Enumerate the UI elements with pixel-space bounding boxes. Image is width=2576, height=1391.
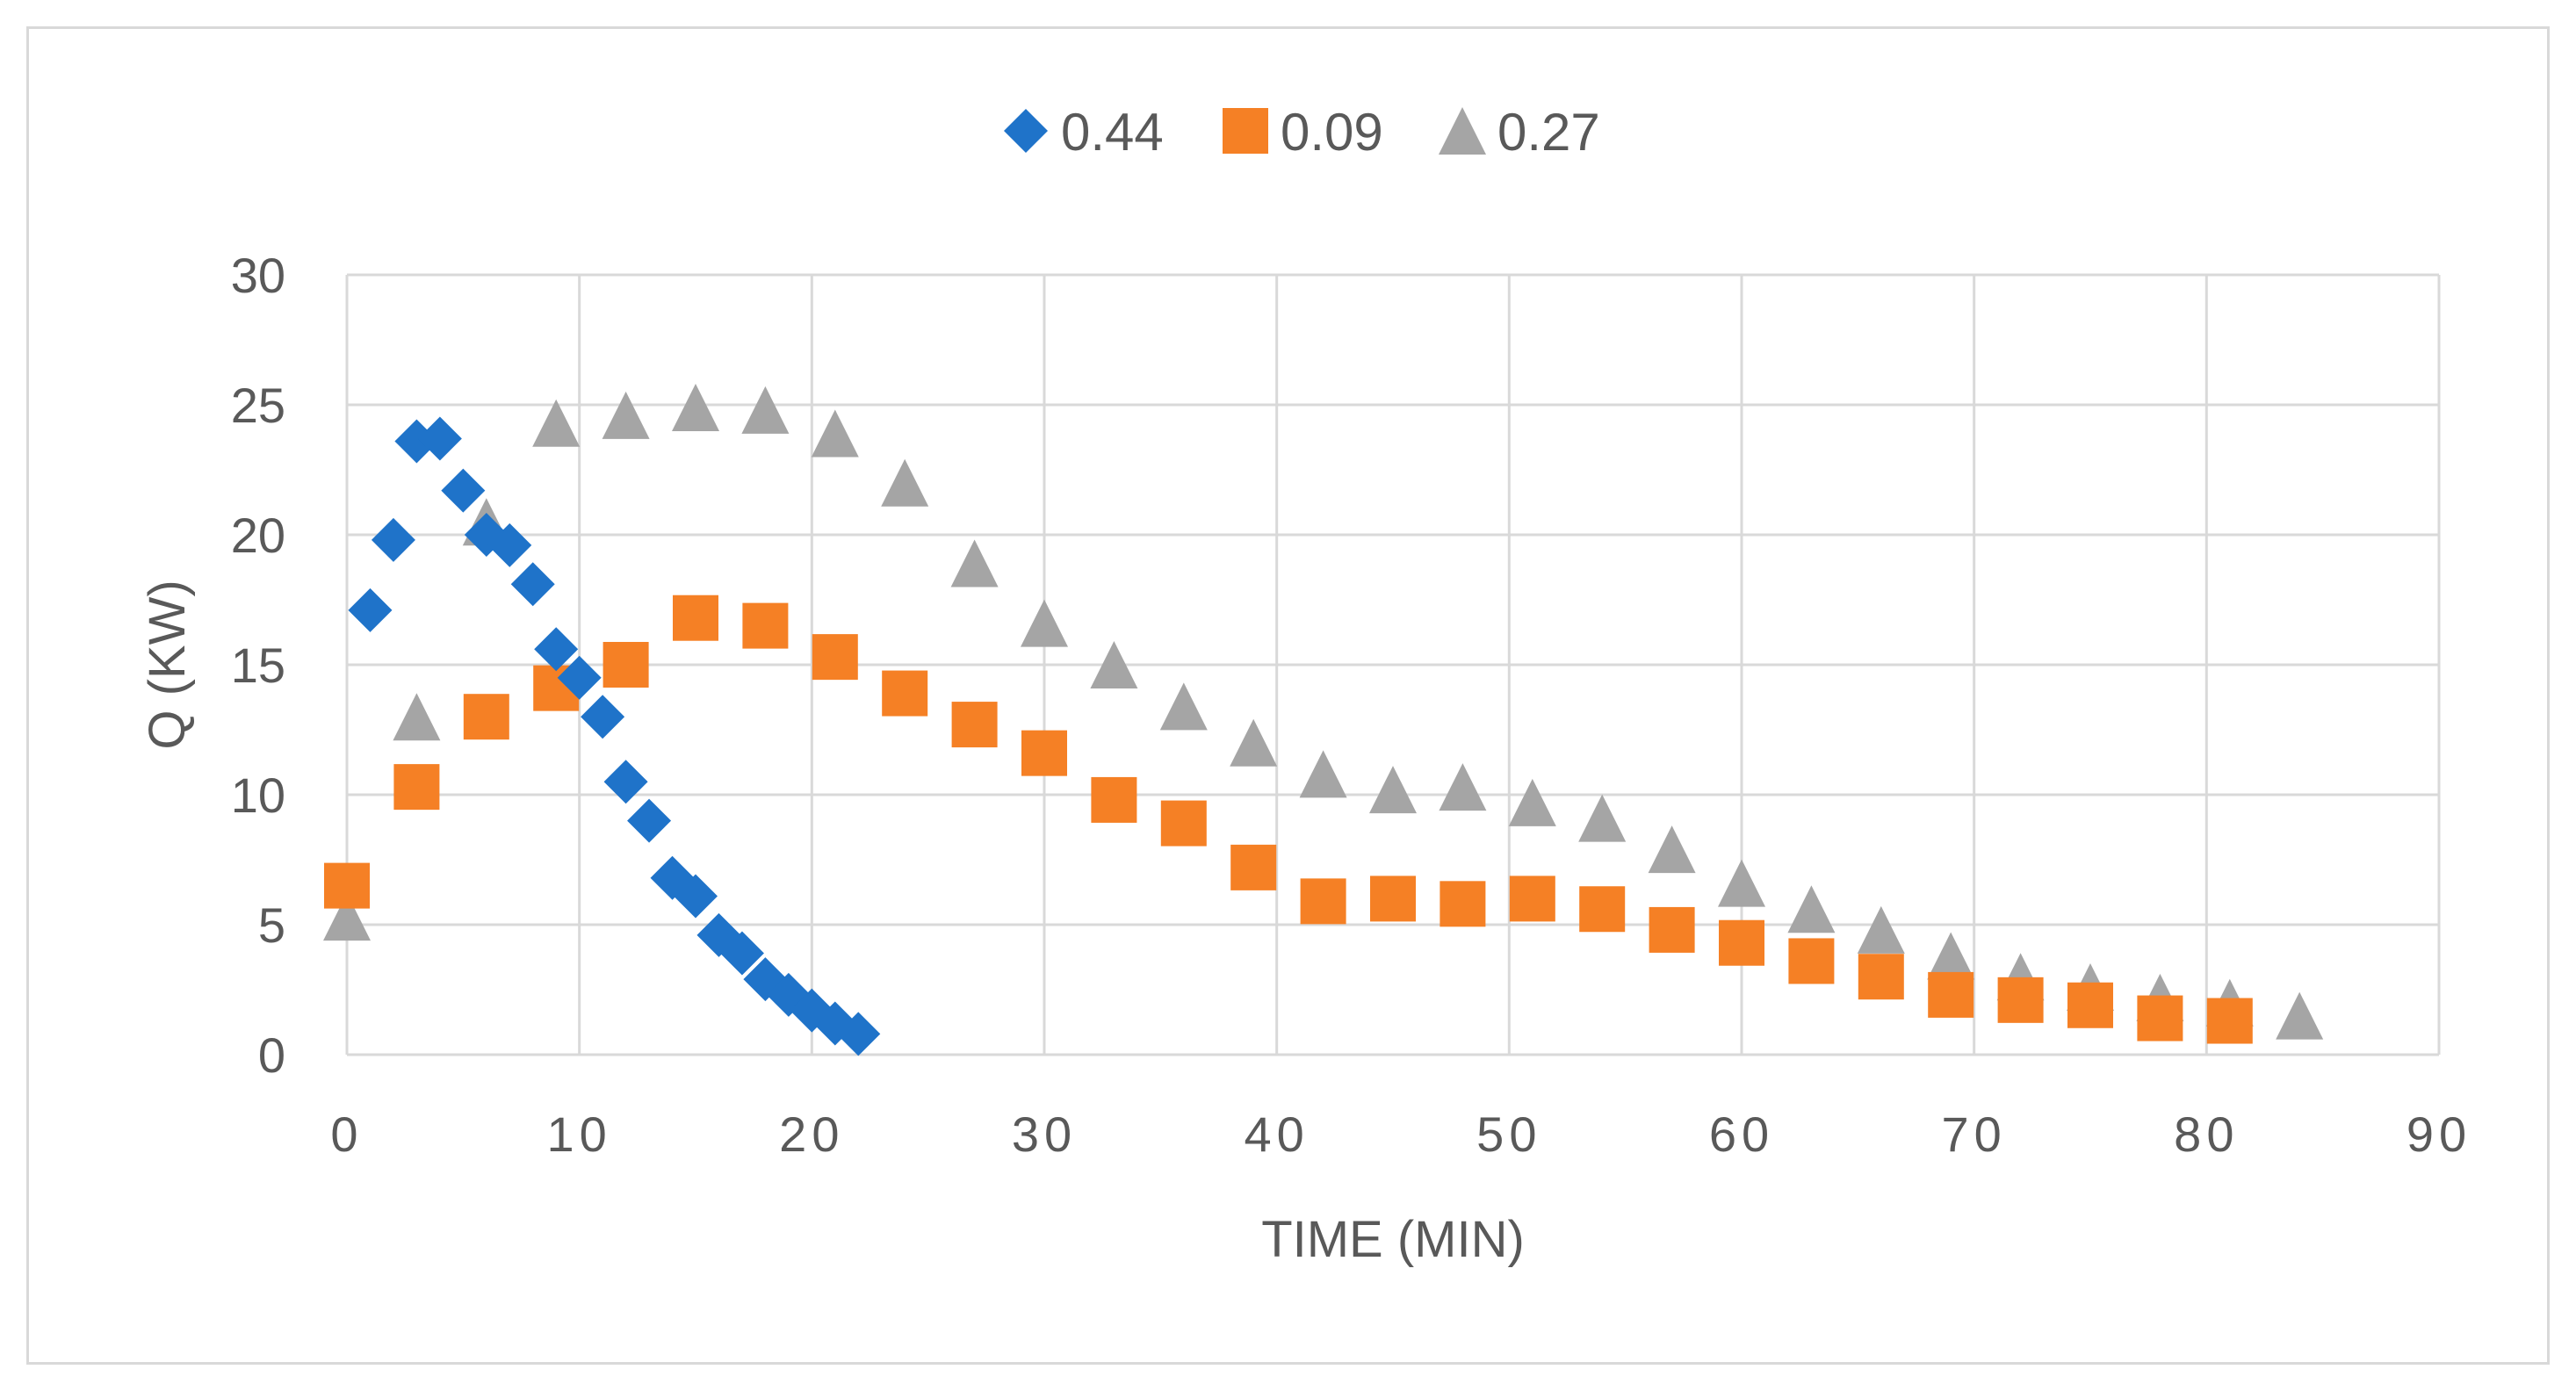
data-point-series-0_09 <box>1300 878 1346 925</box>
data-point-series-0_09 <box>2137 995 2183 1041</box>
data-point-series-0_44 <box>627 798 672 843</box>
x-tick-label: 90 <box>2406 1106 2471 1162</box>
data-point-series-0_27 <box>811 409 859 458</box>
legend-marker-0_44 <box>1004 109 1048 153</box>
data-point-series-0_44 <box>441 468 486 513</box>
legend-marker-0_27 <box>1439 107 1486 155</box>
data-point-series-0_09 <box>1370 876 1416 922</box>
data-point-series-0_09 <box>2067 982 2113 1028</box>
data-point-series-0_27 <box>602 391 650 439</box>
data-point-series-0_09 <box>1160 800 1207 847</box>
x-tick-label: 0 <box>330 1106 363 1162</box>
data-point-series-0_09 <box>1091 776 1137 823</box>
data-point-series-0_27 <box>1787 885 1836 933</box>
y-tick-label: 10 <box>231 768 285 823</box>
scatter-chart: 0 5 10 15 20 25 30 0 10 20 30 40 50 60 70 80 90 0.44 0.09… <box>139 103 2471 1268</box>
data-point-series-0_27 <box>1648 825 1696 874</box>
data-point-series-0_44 <box>487 523 532 567</box>
data-point-series-0_27 <box>1159 682 1208 731</box>
data-point-series-0_44 <box>417 416 462 461</box>
data-point-series-0_09 <box>1649 906 1695 953</box>
data-point-series-0_27 <box>323 893 371 941</box>
data-point-series-0_09 <box>673 595 718 641</box>
legend: 0.44 0.09 0.27 <box>1004 103 1600 162</box>
data-point-series-0_09 <box>603 642 649 688</box>
data-point-series-0_27 <box>881 458 929 507</box>
x-axis-label: TIME (MIN) <box>1261 1211 1525 1268</box>
data-point-series-0_27 <box>1299 750 1347 798</box>
data-point-series-0_09 <box>1579 886 1626 933</box>
data-point-series-0_09 <box>812 634 858 681</box>
x-tick-label: 10 <box>547 1106 612 1162</box>
data-point-series-0_44 <box>603 760 648 804</box>
x-tick-label: 80 <box>2174 1106 2239 1162</box>
data-point-series-0_27 <box>1090 641 1138 688</box>
data-point-series-0_27 <box>1857 905 1905 954</box>
data-point-series-0_09 <box>324 862 370 909</box>
data-point-series-0_44 <box>581 695 625 739</box>
data-point-series-0_27 <box>950 539 999 587</box>
data-point-series-0_09 <box>2206 998 2253 1044</box>
data-point-series-0_27 <box>1021 599 1068 647</box>
data-point-series-0_27 <box>1369 766 1417 814</box>
x-tick-label: 50 <box>1476 1106 1541 1162</box>
x-tick-label: 70 <box>1942 1106 2007 1162</box>
data-point-series-0_44 <box>510 562 555 607</box>
y-tick-label: 30 <box>231 248 285 303</box>
data-point-series-0_27 <box>1508 778 1556 826</box>
legend-marker-0_09 <box>1223 108 1268 154</box>
data-point-series-0_09 <box>393 764 440 811</box>
data-point-series-0_09 <box>882 670 928 717</box>
data-point-series-0_09 <box>1858 954 1904 1000</box>
data-point-series-0_09 <box>463 694 509 740</box>
data-point-series-0_09 <box>1928 971 1974 1018</box>
gridlines <box>345 273 2441 1056</box>
y-tick-label: 5 <box>258 897 285 953</box>
data-point-series-0_27 <box>1927 932 1975 980</box>
axes: 0 5 10 15 20 25 30 0 10 20 30 40 50 60 70 80 90 <box>231 248 2471 1162</box>
data-point-series-0_27 <box>532 399 581 447</box>
data-point-series-0_09 <box>1440 881 1486 927</box>
y-axis-label: Q (KW) <box>139 580 196 749</box>
chart-frame: 0 5 10 15 20 25 30 0 10 20 30 40 50 60 70 80 90 0.44 0.09… <box>26 26 2550 1365</box>
data-point-series-0_27 <box>1718 859 1765 907</box>
data-point-series-0_09 <box>1788 938 1835 984</box>
data-point-series-0_27 <box>741 386 790 434</box>
legend-label: 0.44 <box>1061 103 1164 162</box>
data-point-series-0_27 <box>1439 763 1487 811</box>
data-point-series-0_09 <box>1719 919 1764 966</box>
data-point-series-0_09 <box>1509 876 1555 922</box>
data-point-series-0_09 <box>1230 844 1277 890</box>
data-point-series-0_09 <box>951 702 998 748</box>
y-tick-label: 25 <box>231 378 285 433</box>
data-point-series-0_27 <box>2276 991 2324 1040</box>
data-point-series-0_44 <box>719 931 764 976</box>
y-tick-label: 0 <box>258 1027 285 1083</box>
data-points <box>323 383 2324 1056</box>
data-point-series-0_27 <box>1578 794 1627 842</box>
data-point-series-0_44 <box>836 1012 881 1056</box>
data-point-series-0_09 <box>1997 977 2044 1023</box>
legend-label: 0.09 <box>1281 103 1383 162</box>
data-point-series-0_44 <box>674 874 718 919</box>
data-point-series-0_27 <box>672 383 719 431</box>
data-point-series-0_44 <box>371 517 415 562</box>
legend-label: 0.27 <box>1497 103 1600 162</box>
y-tick-label: 15 <box>231 638 285 693</box>
data-point-series-0_44 <box>534 627 579 672</box>
data-point-series-0_09 <box>1021 730 1067 776</box>
data-point-series-0_09 <box>742 602 789 649</box>
y-tick-label: 20 <box>231 508 285 563</box>
data-point-series-0_27 <box>393 693 441 741</box>
data-point-series-0_44 <box>557 655 602 700</box>
x-tick-label: 60 <box>1709 1106 1774 1162</box>
x-tick-label: 20 <box>779 1106 844 1162</box>
data-point-series-0_44 <box>348 587 393 632</box>
data-point-series-0_27 <box>1230 718 1278 767</box>
x-tick-label: 30 <box>1012 1106 1077 1162</box>
x-tick-label: 40 <box>1245 1106 1310 1162</box>
